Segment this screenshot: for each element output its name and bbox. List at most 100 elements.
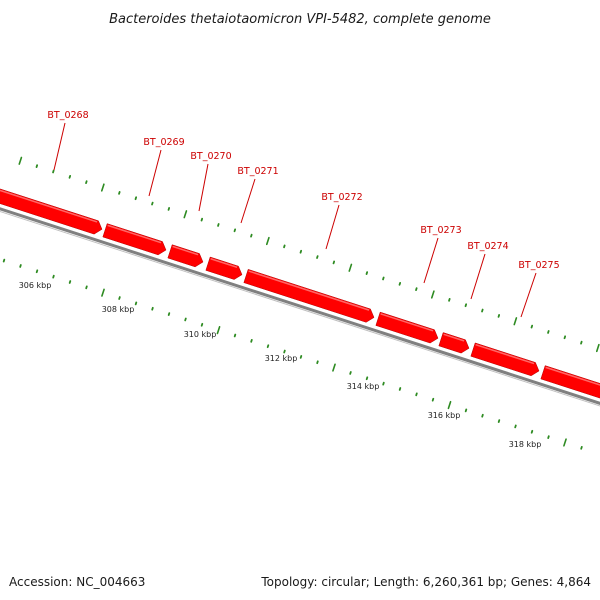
gene-label: BT_0268 — [47, 110, 88, 121]
gene-label: BT_0273 — [420, 225, 461, 236]
upper-tick-mark — [497, 314, 501, 318]
upper-tick-mark — [118, 191, 121, 195]
gene-arrow — [102, 223, 167, 256]
upper-tick-mark — [398, 281, 402, 286]
upper-tick-mark — [348, 263, 353, 272]
upper-tick-mark — [481, 308, 484, 313]
lower-tick-mark — [200, 322, 204, 327]
lower-tick-mark — [382, 381, 385, 386]
gene-arrow-highlight — [475, 343, 535, 365]
upper-tick-mark — [382, 276, 385, 281]
lower-tick-mark — [283, 349, 286, 354]
lower-tick-mark — [547, 435, 550, 439]
upper-tick-mark — [167, 207, 171, 211]
gene-arrow-highlight — [545, 366, 600, 386]
lower-tick-mark — [349, 371, 352, 375]
upper-tick-mark — [200, 217, 204, 222]
gene-leader-line — [240, 178, 256, 224]
lower-tick-mark — [415, 392, 418, 397]
gene-label: BT_0270 — [190, 151, 231, 162]
scale-label: 306 kbp — [19, 281, 52, 290]
scale-label: 310 kbp — [184, 330, 217, 339]
scale-label: 312 kbp — [265, 354, 298, 363]
map-title: Bacteroides thetaiotaomicron VPI-5482, c… — [109, 12, 491, 27]
lower-tick-mark — [299, 355, 303, 359]
gene-arrow — [205, 256, 243, 280]
lower-tick-mark — [2, 258, 6, 263]
upper-tick-mark — [100, 183, 105, 192]
gene-arrow-highlight — [443, 333, 465, 342]
gene-leader-line — [325, 204, 340, 250]
lower-tick-mark — [216, 326, 221, 335]
lower-tick-mark — [580, 445, 583, 450]
upper-tick-track — [18, 156, 600, 353]
lower-tick-mark — [514, 424, 517, 429]
scale-label: 316 kbp — [428, 411, 461, 420]
upper-tick-mark — [35, 164, 39, 168]
scale-labels: 306 kbp 308 kbp 310 kbp 312 kbp 314 kbp 316 k… — [19, 281, 542, 449]
lower-tick-mark — [151, 306, 154, 311]
gene-label: BT_0274 — [467, 241, 508, 252]
upper-tick-mark — [365, 271, 369, 275]
upper-tick-mark — [464, 303, 468, 308]
backbone-line — [0, 207, 600, 405]
gene-arrow-highlight — [0, 189, 98, 223]
upper-tick-mark — [265, 236, 270, 246]
gene-arrow — [470, 342, 540, 377]
upper-tick-mark — [332, 260, 336, 265]
gene-label: BT_0271 — [237, 166, 278, 177]
lower-tick-mark — [447, 400, 452, 410]
upper-tick-mark — [448, 298, 451, 302]
gene-label-leaders — [53, 122, 537, 318]
lower-tick-mark — [431, 397, 435, 402]
upper-tick-mark — [547, 330, 550, 334]
gene-track — [0, 188, 600, 399]
upper-tick-mark — [217, 223, 220, 227]
lower-tick-mark — [481, 413, 484, 418]
gene-leader-line — [470, 253, 486, 300]
scale-label: 318 kbp — [509, 440, 542, 449]
upper-tick-mark — [513, 317, 518, 326]
lower-tick-mark — [266, 344, 270, 349]
upper-tick-mark — [134, 196, 138, 201]
lower-tick-mark — [233, 333, 237, 338]
upper-tick-mark — [530, 324, 534, 329]
lower-tick-mark — [52, 274, 55, 279]
upper-tick-mark — [18, 156, 23, 165]
gene-labels: BT_0268 BT_0269 BT_0270 BT_0271 BT_0272 BT_02… — [47, 110, 559, 271]
lower-tick-mark — [250, 338, 253, 343]
lower-tick-mark — [134, 301, 138, 306]
gene-arrow-highlight — [380, 313, 434, 332]
upper-tick-mark — [415, 287, 418, 292]
upper-tick-mark — [580, 340, 583, 345]
lower-tick-mark — [365, 376, 369, 381]
lower-tick-mark — [332, 363, 336, 372]
lower-tick-track — [2, 258, 583, 450]
upper-tick-mark — [68, 174, 72, 179]
gene-leader-line — [148, 149, 162, 197]
lower-tick-mark — [184, 317, 187, 322]
lower-tick-mark — [316, 360, 319, 365]
lower-tick-mark — [167, 312, 171, 316]
upper-tick-mark — [233, 228, 237, 233]
gene-arrow — [540, 365, 600, 399]
upper-tick-mark — [563, 335, 567, 340]
lower-tick-mark — [464, 408, 468, 413]
genome-summary-text: Topology: circular; Length: 6,260,361 bp… — [260, 575, 591, 589]
lower-tick-mark — [398, 387, 402, 391]
lower-tick-mark — [35, 269, 39, 274]
gene-leader-line — [53, 122, 66, 171]
upper-tick-mark — [85, 180, 88, 185]
gene-arrow-highlight — [210, 258, 238, 269]
lower-tick-mark — [497, 419, 501, 423]
gene-label: BT_0275 — [518, 260, 559, 271]
gene-arrow — [375, 311, 439, 344]
upper-tick-mark — [151, 201, 154, 206]
lower-tick-mark — [563, 438, 567, 447]
gene-leader-line — [520, 272, 537, 318]
upper-tick-mark — [250, 233, 253, 238]
gene-label: BT_0272 — [321, 192, 362, 203]
upper-tick-mark — [299, 249, 303, 254]
gene-arrow-highlight — [248, 270, 370, 311]
scale-label: 314 kbp — [347, 382, 380, 391]
